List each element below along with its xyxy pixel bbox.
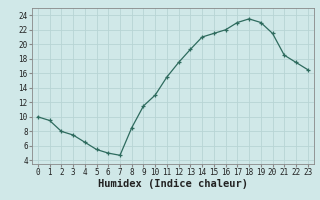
- X-axis label: Humidex (Indice chaleur): Humidex (Indice chaleur): [98, 179, 248, 189]
